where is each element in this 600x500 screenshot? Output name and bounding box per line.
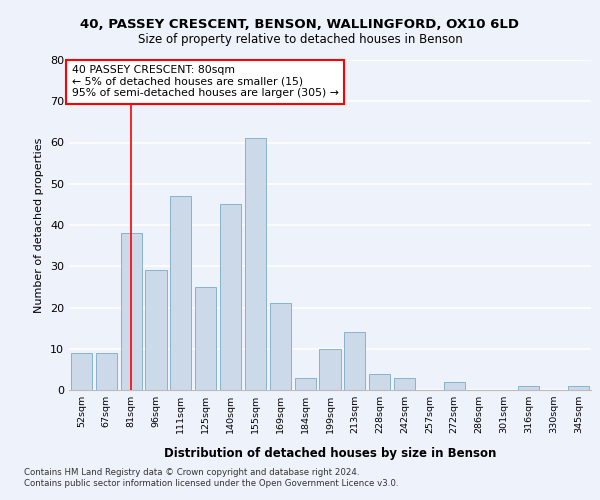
Bar [121, 233, 142, 390]
Bar [270, 304, 291, 390]
Bar [295, 378, 316, 390]
Text: 40 PASSEY CRESCENT: 80sqm
← 5% of detached houses are smaller (15)
95% of semi-d: 40 PASSEY CRESCENT: 80sqm ← 5% of detach… [71, 65, 338, 98]
Text: 40, PASSEY CRESCENT, BENSON, WALLINGFORD, OX10 6LD: 40, PASSEY CRESCENT, BENSON, WALLINGFORD… [80, 18, 520, 30]
Bar [344, 332, 365, 390]
Bar [195, 287, 216, 390]
Y-axis label: Number of detached properties: Number of detached properties [34, 138, 44, 312]
Text: Size of property relative to detached houses in Benson: Size of property relative to detached ho… [137, 32, 463, 46]
Bar [71, 353, 92, 390]
Bar [394, 378, 415, 390]
Bar [319, 349, 341, 390]
Text: Contains HM Land Registry data © Crown copyright and database right 2024.
Contai: Contains HM Land Registry data © Crown c… [24, 468, 398, 487]
Bar [444, 382, 465, 390]
Bar [170, 196, 191, 390]
Bar [369, 374, 390, 390]
Bar [96, 353, 117, 390]
Bar [518, 386, 539, 390]
Bar [245, 138, 266, 390]
X-axis label: Distribution of detached houses by size in Benson: Distribution of detached houses by size … [164, 447, 496, 460]
Bar [568, 386, 589, 390]
Bar [145, 270, 167, 390]
Bar [220, 204, 241, 390]
